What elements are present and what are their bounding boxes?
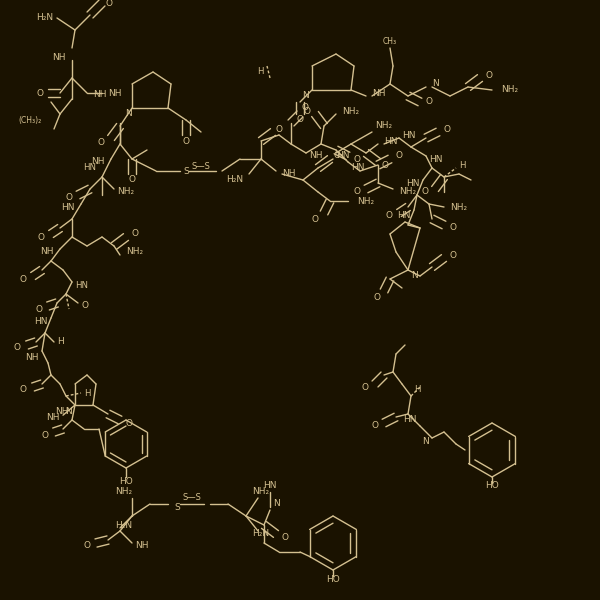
Text: NH₂: NH₂ [501,85,518,94]
Text: NH₂: NH₂ [375,121,392,130]
Text: NH₂: NH₂ [450,202,467,211]
Text: HO: HO [326,575,340,583]
Text: NH₂: NH₂ [115,487,132,497]
Text: NH: NH [25,352,39,361]
Text: HN: HN [83,163,96,173]
Text: O: O [486,70,493,79]
Text: O: O [353,187,360,196]
Text: NH: NH [309,151,323,160]
Text: O: O [14,343,21,352]
Text: NH₂: NH₂ [126,247,143,257]
Text: NH: NH [53,52,66,61]
Text: NH₂: NH₂ [357,196,374,205]
Text: O: O [38,232,45,241]
Text: O: O [20,275,27,283]
Text: O: O [362,383,369,391]
Text: O: O [354,154,361,163]
Text: O: O [276,124,283,133]
Text: S: S [174,503,180,511]
Text: NH: NH [41,247,54,257]
Text: S—S: S—S [182,493,202,503]
Text: NH₂: NH₂ [342,107,359,115]
Text: O: O [450,223,457,232]
Text: NH₂: NH₂ [252,487,269,497]
Text: H: H [459,160,466,169]
Text: O: O [128,175,136,185]
Text: NH₂: NH₂ [117,187,134,196]
Text: N: N [302,91,309,100]
Text: O: O [374,292,381,301]
Text: O: O [422,187,429,196]
Text: HO: HO [485,481,499,491]
Text: N: N [411,271,418,280]
Text: O: O [83,541,90,551]
Text: HN: HN [384,136,398,145]
Text: O: O [36,88,43,97]
Text: O: O [311,214,318,223]
Text: NH: NH [372,88,386,97]
Text: O: O [296,115,304,124]
Text: O: O [386,211,393,220]
Text: HN: HN [35,317,48,325]
Text: O: O [182,136,190,145]
Text: H₂N: H₂N [115,520,132,529]
Text: H₂N: H₂N [226,175,243,185]
Text: O: O [381,160,388,169]
Text: HN: HN [402,130,415,139]
Text: S: S [183,166,189,175]
Text: O: O [132,229,139,238]
Text: (CH₃)₂: (CH₃)₂ [19,115,42,124]
Text: O: O [371,421,378,431]
Text: O: O [450,251,457,259]
Text: H₂N: H₂N [37,13,53,22]
Text: O: O [81,301,88,311]
Text: N: N [422,437,429,445]
Text: O: O [444,124,451,133]
Text: O: O [65,193,72,202]
Text: HN: HN [429,154,443,163]
Text: NH: NH [56,407,69,415]
Text: O: O [20,385,27,395]
Text: O: O [126,419,133,427]
Text: H₂N: H₂N [252,529,269,539]
Text: H: H [414,385,421,395]
Text: O: O [302,103,309,113]
Text: O: O [105,0,112,7]
Text: HN: HN [351,163,365,173]
Text: O: O [98,138,105,147]
Text: O: O [303,107,310,115]
Text: HN: HN [398,211,411,220]
Text: NH: NH [282,169,296,179]
Text: N: N [273,499,280,509]
Text: NH: NH [91,157,105,166]
Text: HN: HN [75,280,88,289]
Text: O: O [426,97,433,107]
Text: HN: HN [336,151,349,160]
Text: HN: HN [263,481,277,491]
Text: NH: NH [135,541,149,551]
Text: O: O [35,304,42,313]
Text: H: H [84,389,91,397]
Text: O: O [396,151,403,160]
Text: S—S: S—S [191,162,211,171]
Text: HN: HN [62,202,75,211]
Text: HN: HN [404,415,417,425]
Text: O: O [282,533,289,541]
Text: CH₃: CH₃ [383,37,397,46]
Text: NH₂: NH₂ [399,187,416,196]
Text: NH: NH [108,88,121,97]
Text: N: N [432,79,439,88]
Text: O: O [333,151,340,160]
Text: N: N [65,407,72,415]
Text: N: N [125,109,133,118]
Text: HN: HN [407,179,420,187]
Text: NH: NH [47,413,60,421]
Text: H: H [257,67,264,76]
Text: NH: NH [93,90,107,99]
Text: H: H [57,337,64,346]
Text: O: O [41,431,48,439]
Text: HO: HO [119,476,133,486]
